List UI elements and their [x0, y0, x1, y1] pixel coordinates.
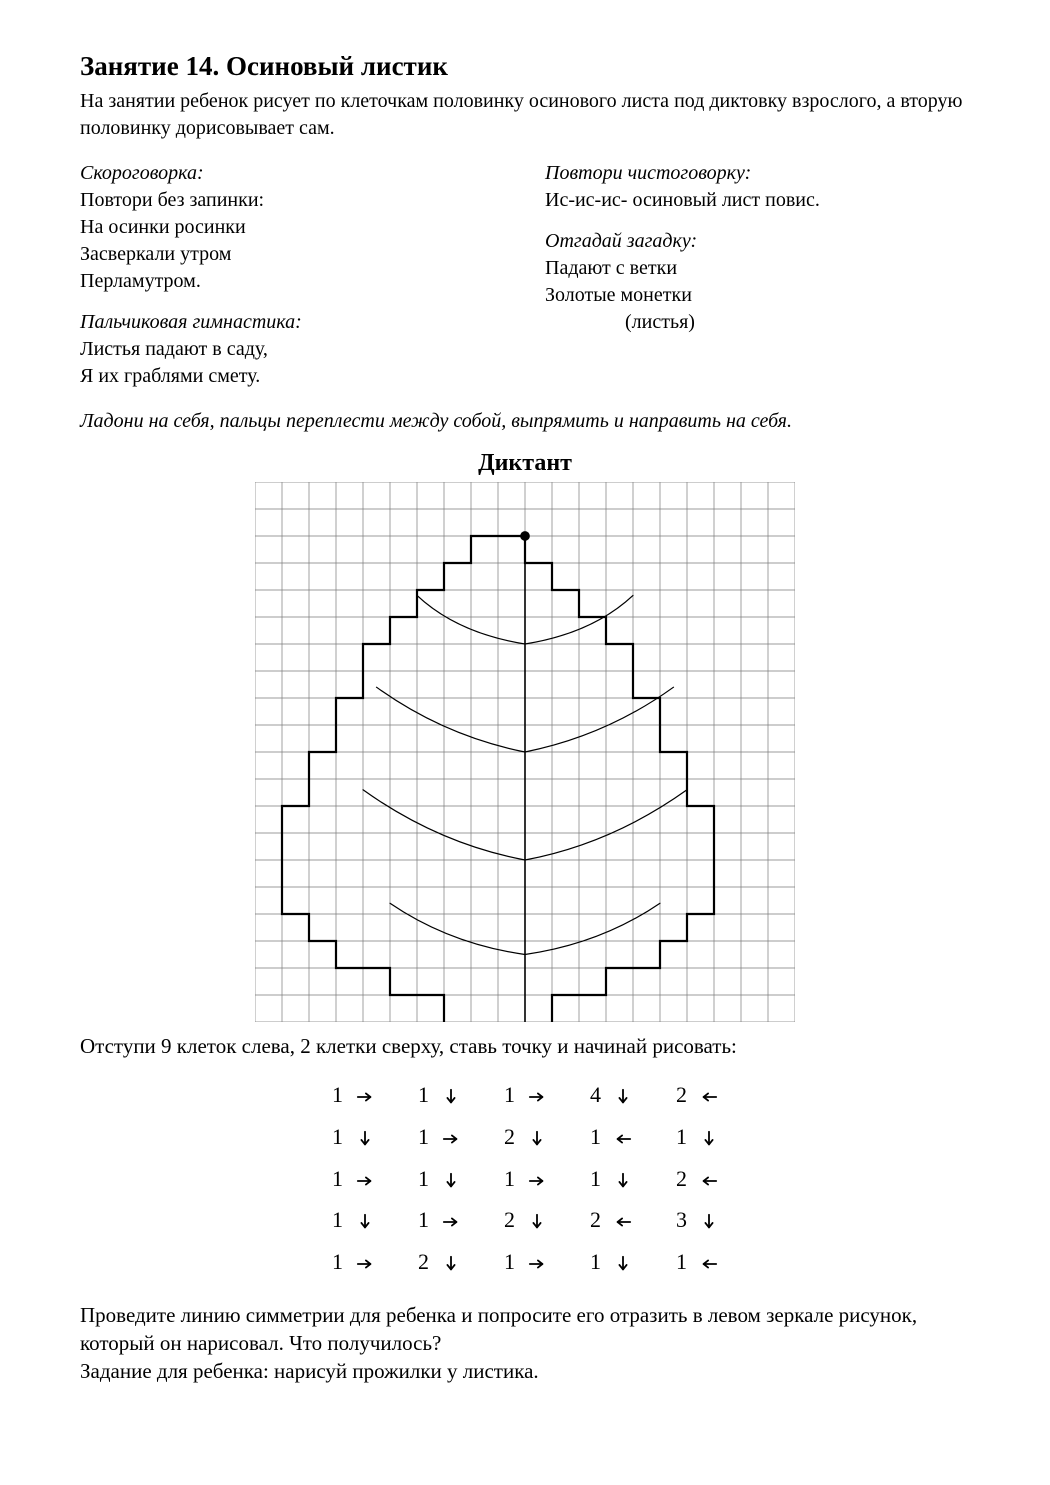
step-cell: 1	[568, 1241, 654, 1283]
step-cell: 1	[396, 1158, 482, 1200]
step-cell: 1	[654, 1241, 740, 1283]
chisto-label: Повтори чистоговорку:	[545, 160, 970, 187]
step-cell: 2	[396, 1241, 482, 1283]
riddle-label: Отгадай загадку:	[545, 228, 970, 255]
step-cell: 3	[654, 1199, 740, 1241]
step-row: 12111	[310, 1241, 740, 1283]
step-cell: 2	[654, 1074, 740, 1116]
finger-exercise: Пальчиковая гимнастика: Листья падают в …	[80, 309, 505, 390]
columns: Скороговорка: Повтори без запинки: На ос…	[80, 160, 970, 404]
palms-note: Ладони на себя, пальцы переплести между …	[80, 408, 970, 435]
intro-text: На занятии ребенок рисует по клеточкам п…	[80, 88, 970, 142]
dictation: Диктант	[80, 447, 970, 1021]
step-cell: 1	[310, 1074, 396, 1116]
page-title: Занятие 14. Осиновый листик	[80, 48, 970, 84]
chistogovorka: Повтори чистоговорку: Ис-ис-ис- осиновый…	[545, 160, 970, 214]
step-cell: 1	[568, 1116, 654, 1158]
riddle: Отгадай загадку: Падают с ветки Золотые …	[545, 228, 970, 336]
final-paragraph-2: Задание для ребенка: нарисуй прожилки у …	[80, 1357, 970, 1385]
tt-line: Засверкали утром	[80, 241, 505, 268]
step-cell: 1	[482, 1158, 568, 1200]
tongue-twister-label: Скороговорка:	[80, 160, 505, 187]
steps-table: 1114211211111121122312111	[310, 1074, 740, 1282]
step-row: 11211	[310, 1116, 740, 1158]
step-row: 11112	[310, 1158, 740, 1200]
step-cell: 2	[482, 1116, 568, 1158]
step-cell: 1	[482, 1241, 568, 1283]
step-cell: 1	[482, 1074, 568, 1116]
step-cell: 1	[654, 1116, 740, 1158]
left-column: Скороговорка: Повтори без запинки: На ос…	[80, 160, 505, 404]
step-cell: 4	[568, 1074, 654, 1116]
right-column: Повтори чистоговорку: Ис-ис-ис- осиновый…	[545, 160, 970, 350]
riddle-line: Падают с ветки	[545, 255, 970, 282]
step-cell: 1	[396, 1199, 482, 1241]
tt-line: Перламутром.	[80, 268, 505, 295]
riddle-line: Золотые монетки	[545, 282, 970, 309]
step-cell: 2	[482, 1199, 568, 1241]
finger-line: Листья падают в саду,	[80, 336, 505, 363]
chisto-line: Ис-ис-ис- осиновый лист повис.	[545, 187, 970, 214]
step-cell: 1	[568, 1158, 654, 1200]
step-cell: 1	[396, 1074, 482, 1116]
tt-line: На осинки росинки	[80, 214, 505, 241]
finger-label: Пальчиковая гимнастика:	[80, 309, 505, 336]
final-paragraph-1: Проведите линию симметрии для ребенка и …	[80, 1301, 970, 1358]
step-cell: 2	[568, 1199, 654, 1241]
tongue-twister: Скороговорка: Повтори без запинки: На ос…	[80, 160, 505, 295]
step-cell: 2	[654, 1158, 740, 1200]
step-cell: 1	[396, 1116, 482, 1158]
dictation-title: Диктант	[80, 447, 970, 479]
riddle-answer: (листья)	[545, 309, 970, 336]
step-cell: 1	[310, 1199, 396, 1241]
step-row: 11223	[310, 1199, 740, 1241]
finger-line: Я их граблями смету.	[80, 363, 505, 390]
start-instruction: Отступи 9 клеток слева, 2 клетки сверху,…	[80, 1032, 970, 1060]
leaf-grid	[255, 482, 795, 1022]
step-row: 11142	[310, 1074, 740, 1116]
step-cell: 1	[310, 1158, 396, 1200]
step-cell: 1	[310, 1116, 396, 1158]
step-cell: 1	[310, 1241, 396, 1283]
tt-line: Повтори без запинки:	[80, 187, 505, 214]
